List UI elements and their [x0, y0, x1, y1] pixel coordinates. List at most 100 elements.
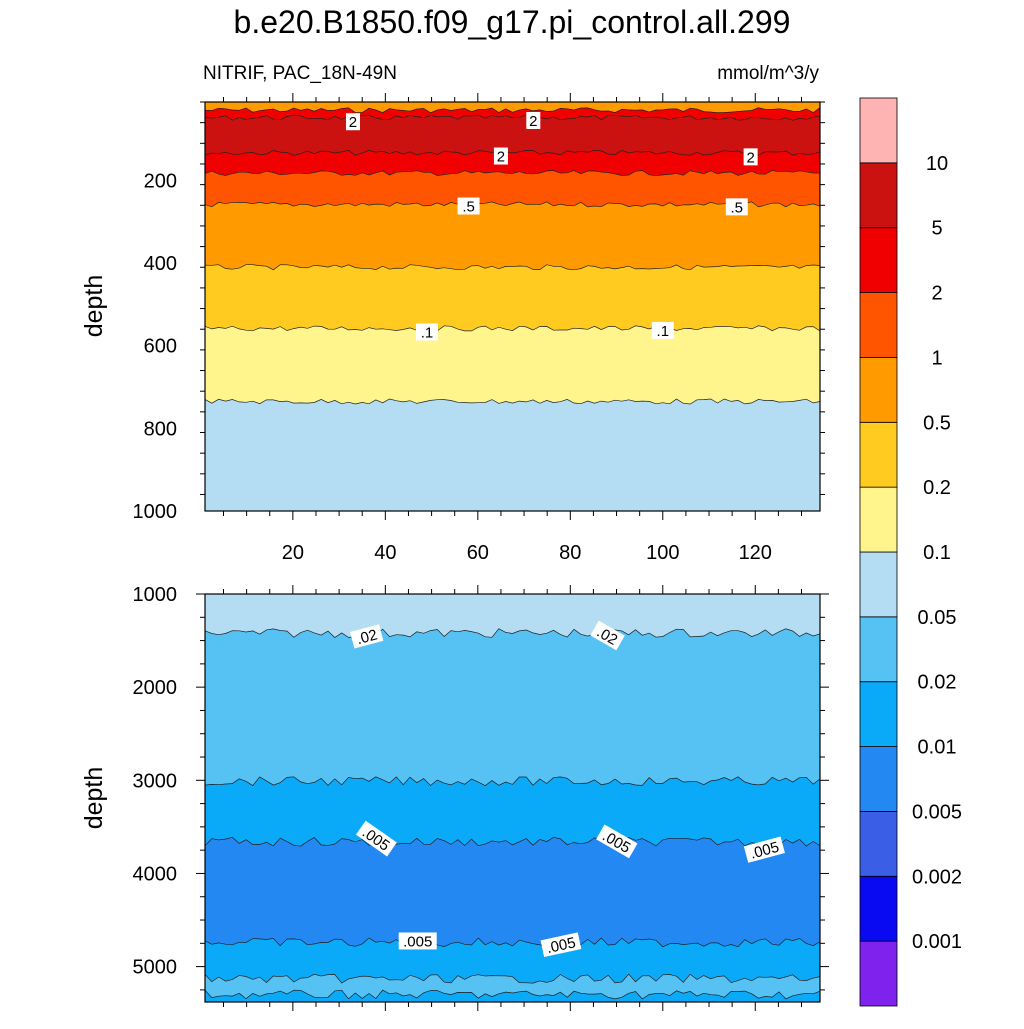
contour-label: .005	[743, 836, 785, 863]
contour-label-box	[398, 932, 437, 950]
x-tick-label: 40	[374, 542, 396, 564]
contour-panel-2: 10002000300040005000depth.02.02.005.005.…	[80, 584, 829, 1011]
contour-label-text: .1	[657, 323, 670, 340]
contour-band	[204, 325, 821, 405]
contour-label-box	[493, 147, 508, 165]
y-tick-label: 1000	[133, 501, 178, 523]
contour-label: .1	[415, 323, 438, 342]
colorbar-label: 2	[931, 283, 942, 305]
contour-line	[204, 170, 821, 176]
colorbar-label: 0.5	[923, 412, 951, 434]
contour-label: .1	[651, 321, 674, 340]
contour-label-box	[590, 620, 625, 651]
x-tick-label: 80	[559, 542, 581, 564]
contour-label-box	[651, 321, 674, 339]
contour-line	[204, 937, 821, 948]
colorbar: 0.001 0.002 0.005 0.01 0.02 0.05 0.1 0.2 0.5 1 2 5 1…	[859, 97, 962, 1007]
contour-line	[204, 398, 821, 405]
colorbar-swatch	[859, 940, 898, 1007]
contour-label-box	[350, 624, 384, 649]
colorbar-swatch	[859, 162, 898, 229]
colorbar-label: 0.2	[923, 477, 951, 499]
contour-label-text: 2	[497, 149, 505, 166]
contour-label-text: .005	[748, 839, 781, 863]
contour-line	[204, 107, 821, 114]
contour-label-text: .5	[731, 199, 744, 216]
chart-subtitle-variable: NITRIF, PAC_18N-49N	[203, 63, 397, 84]
colorbar-swatch	[859, 551, 898, 618]
contour-label-text: .1	[421, 325, 434, 342]
contour-panel-1: 200 400 600 800 1000 20 40 60 80 100 120 depth 2 2 2 2.…	[80, 93, 825, 564]
contour-line	[204, 149, 821, 156]
colorbar-label: 0.1	[923, 542, 951, 564]
y-tick-label: 3000	[133, 770, 178, 792]
chart-title: b.e20.B1850.f09_g17.pi_control.all.299	[233, 4, 791, 40]
contour-band	[204, 264, 821, 332]
contour-label-text: .005	[403, 933, 432, 950]
colorbar-label: 0.02	[918, 672, 957, 694]
contour-label-box	[345, 113, 360, 131]
contour-label: .5	[457, 197, 480, 216]
colorbar-swatch	[859, 97, 898, 164]
contour-label-box	[415, 323, 438, 341]
contour-label: .5	[725, 198, 748, 216]
y-axis-label: depth	[80, 767, 108, 830]
colorbar-label: 0.002	[912, 866, 962, 888]
contour-label-box	[725, 198, 748, 216]
contour-label-text: .02	[355, 626, 380, 648]
contour-line	[204, 776, 821, 787]
contour-band	[204, 836, 821, 948]
contour-label: .005	[398, 932, 437, 950]
colorbar-label: 0.005	[912, 801, 962, 823]
contour-line	[204, 264, 821, 271]
contour-label-text: .005	[545, 934, 577, 957]
contour-band	[204, 398, 821, 512]
y-tick-label: 4000	[133, 863, 178, 885]
contour-label: 2	[526, 112, 541, 130]
contour-label: .005	[540, 932, 582, 957]
contour-line	[204, 114, 821, 121]
y-tick-label: 400	[144, 253, 177, 275]
contour-label-box	[596, 824, 638, 859]
contour-line	[204, 628, 821, 638]
colorbar-swatch	[859, 746, 898, 812]
colorbar-swatch	[859, 227, 898, 293]
y-tick-label: 600	[144, 336, 177, 358]
contour-line	[204, 325, 821, 332]
contour-label: 2	[493, 147, 508, 166]
contour-band	[204, 628, 821, 787]
colorbar-swatch	[859, 811, 898, 877]
contour-label-box	[355, 820, 397, 857]
colorbar-label: 10	[926, 153, 948, 175]
colorbar-label: 5	[931, 218, 942, 240]
contour-line	[204, 989, 821, 1000]
colorbar-label: 1	[931, 347, 942, 369]
colorbar-label: 0.01	[918, 737, 957, 759]
colorbar-swatch	[859, 681, 898, 747]
x-tick-label: 120	[739, 542, 772, 564]
colorbar-swatch	[859, 292, 898, 358]
plot-frame	[204, 593, 821, 1003]
contour-label-text: 2	[349, 114, 357, 131]
contour-band	[204, 114, 821, 156]
chart-subtitle-units: mmol/m^3/y	[717, 63, 819, 84]
y-axis-label: depth	[80, 275, 108, 338]
x-tick-label: 20	[282, 542, 304, 564]
colorbar-swatch	[859, 357, 898, 423]
contour-label: 2	[345, 113, 360, 131]
colorbar-swatch	[859, 616, 898, 683]
contour-band	[204, 593, 821, 638]
y-tick-label: 5000	[133, 957, 178, 979]
contour-label-box	[540, 932, 582, 957]
x-tick-label: 100	[646, 542, 679, 564]
colorbar-swatch	[859, 421, 898, 488]
contour-label-box	[526, 112, 541, 130]
colorbar-label: 0.001	[912, 931, 962, 953]
contour-line	[204, 836, 821, 847]
contour-label-text: 2	[529, 113, 537, 130]
colorbar-swatch	[859, 486, 898, 553]
contour-label-text: 2	[746, 149, 754, 166]
contour-label-box	[743, 836, 785, 863]
plot-frame	[204, 101, 821, 512]
